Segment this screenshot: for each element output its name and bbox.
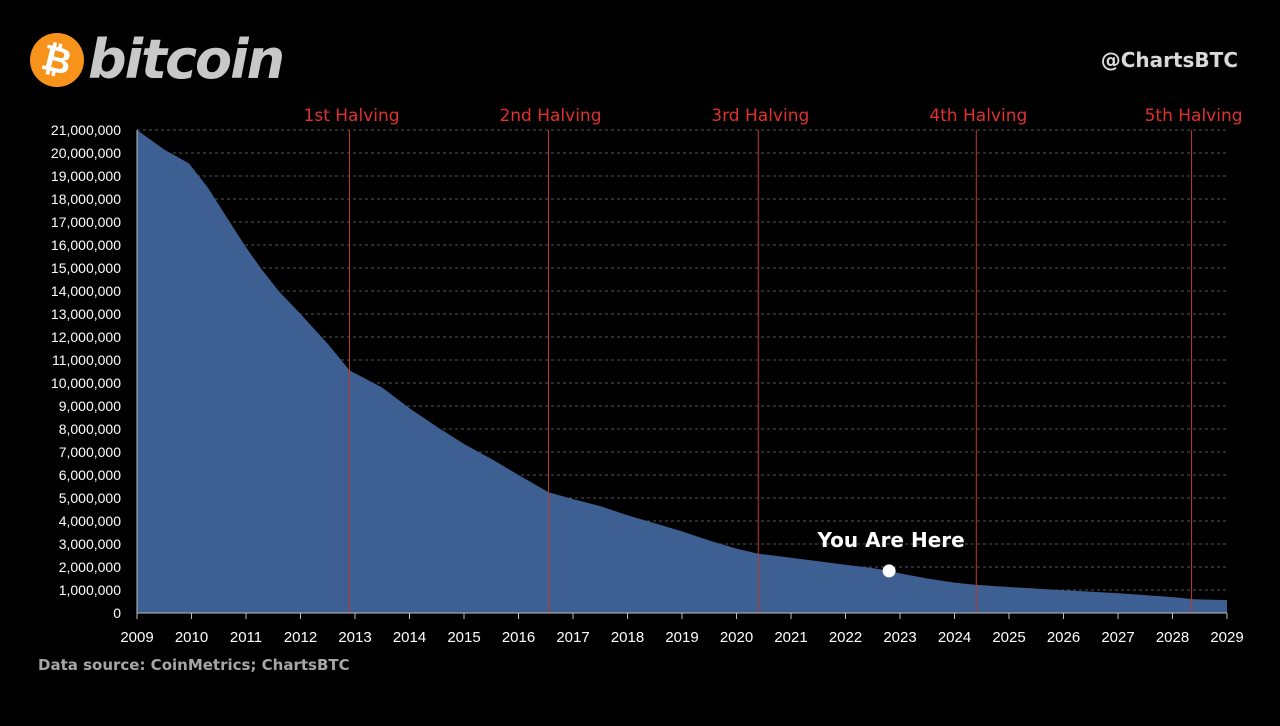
y-tick-label: 15,000,000	[51, 260, 121, 276]
x-tick-label: 2016	[502, 629, 535, 646]
halving-label: 5th Halving	[1145, 106, 1243, 126]
y-tick-label: 11,000,000	[52, 352, 121, 368]
data-source-note: Data source: CoinMetrics; ChartsBTC	[38, 656, 350, 674]
y-tick-label: 19,000,000	[51, 168, 121, 184]
x-tick-label: 2009	[120, 629, 153, 646]
y-tick-label: 0	[113, 605, 121, 621]
halving-label: 3rd Halving	[711, 106, 809, 126]
halving-label: 2nd Halving	[499, 106, 601, 126]
x-tick-label: 2012	[284, 629, 317, 646]
y-tick-label: 5,000,000	[59, 490, 121, 506]
y-tick-label: 18,000,000	[51, 191, 121, 207]
x-tick-label: 2023	[883, 629, 916, 646]
y-tick-label: 21,000,000	[51, 122, 121, 138]
x-tick-label: 2017	[556, 629, 589, 646]
you-are-here-dot	[882, 564, 896, 578]
bitcoin-coin-icon: ₿	[30, 33, 84, 87]
x-tick-label: 2019	[665, 629, 698, 646]
x-tick-label: 2020	[720, 629, 753, 646]
x-tick-label: 2027	[1101, 629, 1134, 646]
x-tick-label: 2011	[230, 629, 262, 646]
x-tick-label: 2026	[1047, 629, 1080, 646]
you-are-here-label: You Are Here	[817, 528, 965, 552]
x-tick-label: 2018	[611, 629, 644, 646]
y-tick-label: 8,000,000	[59, 421, 121, 437]
y-tick-label: 7,000,000	[59, 444, 121, 460]
x-tick-label: 2013	[338, 629, 371, 646]
x-tick-label: 2021	[774, 629, 807, 646]
x-tick-label: 2015	[447, 629, 480, 646]
x-tick-label: 2028	[1156, 629, 1189, 646]
x-tick-label: 2029	[1210, 629, 1243, 646]
bitcoin-wordmark: bitcoin	[88, 28, 285, 91]
x-tick-label: 2025	[992, 629, 1025, 646]
y-tick-label: 1,000,000	[59, 582, 121, 598]
x-tick-label: 2010	[175, 629, 208, 646]
supply-area	[137, 130, 1227, 613]
y-tick-label: 3,000,000	[59, 536, 121, 552]
y-tick-label: 6,000,000	[59, 467, 121, 483]
y-tick-label: 16,000,000	[51, 237, 121, 253]
y-tick-label: 9,000,000	[59, 398, 121, 414]
halving-label: 4th Halving	[929, 106, 1027, 126]
y-tick-label: 4,000,000	[59, 513, 121, 529]
x-tick-label: 2014	[393, 629, 426, 646]
y-tick-label: 2,000,000	[59, 559, 121, 575]
y-tick-label: 14,000,000	[51, 283, 121, 299]
twitter-handle: @ChartsBTC	[1100, 48, 1238, 72]
y-tick-label: 20,000,000	[51, 145, 121, 161]
x-tick-label: 2022	[829, 629, 862, 646]
y-tick-label: 13,000,000	[51, 306, 121, 322]
bitcoin-logo: ₿ bitcoin	[30, 28, 285, 91]
x-tick-label: 2024	[938, 629, 971, 646]
y-tick-label: 17,000,000	[51, 214, 121, 230]
halving-label: 1st Halving	[304, 106, 400, 126]
y-tick-label: 12,000,000	[51, 329, 121, 345]
y-tick-label: 10,000,000	[51, 375, 121, 391]
